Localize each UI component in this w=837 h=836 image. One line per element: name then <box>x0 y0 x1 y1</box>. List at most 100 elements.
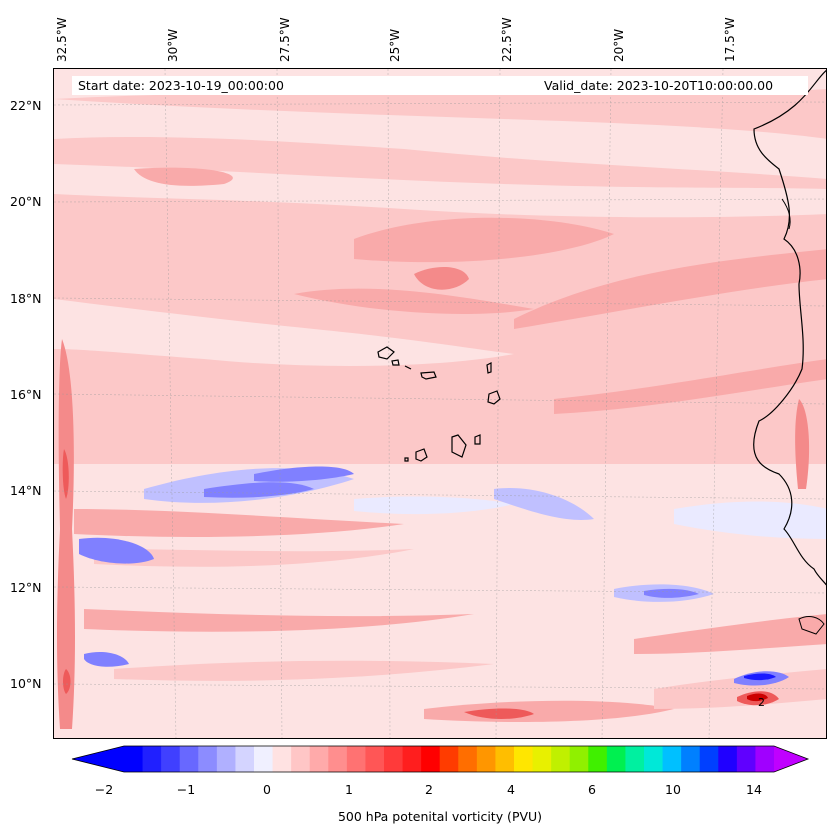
streak-1 <box>134 167 233 186</box>
lon-label-17-5w: 17.5°W <box>723 17 737 62</box>
colorbar-cell <box>476 746 496 772</box>
colorbar-under-arrow <box>72 746 124 772</box>
blue-streak-4-core <box>644 588 699 598</box>
colorbar-cell <box>718 746 738 772</box>
streak-core <box>414 267 469 290</box>
colorbar-cell <box>198 746 218 772</box>
colorbar-cell <box>551 746 571 772</box>
colorbar-cell <box>439 746 459 772</box>
colorbar-cell <box>142 746 162 772</box>
colorbar-cell <box>216 746 236 772</box>
low-streak-2 <box>94 549 414 567</box>
colorbar-cell <box>458 746 478 772</box>
cb-tick-1: 1 <box>345 782 353 797</box>
blue-streak-5 <box>84 652 129 667</box>
colorbar-cell <box>254 746 274 772</box>
colorbar-cell <box>588 746 608 772</box>
cb-tick-14: 14 <box>746 782 762 797</box>
colorbar-cell <box>402 746 422 772</box>
blue-streak-1-core-2 <box>254 466 354 482</box>
colorbar-cell <box>736 746 756 772</box>
colorbar-cell <box>662 746 682 772</box>
colorbar-over-arrow <box>774 746 808 772</box>
lat-label-20n: 20°N <box>10 194 42 209</box>
lon-label-27-5w: 27.5°W <box>278 17 292 62</box>
blue-feature-core <box>744 673 776 681</box>
lon-label-32-5w: 32.5°W <box>55 17 69 62</box>
colorbar-cell <box>514 746 534 772</box>
contour-label: 2 <box>758 696 765 709</box>
coast-islands <box>798 616 825 635</box>
left-edge-core-2 <box>63 669 71 694</box>
colorbar <box>71 745 810 773</box>
cb-tick-neg1: −1 <box>176 782 196 797</box>
cb-tick-neg2: −2 <box>94 782 114 797</box>
cb-tick-10: 10 <box>665 782 681 797</box>
streak-4 <box>514 249 826 329</box>
left-edge-column <box>57 339 75 729</box>
date-info-bar: Start date: 2023-10-19_00:00:00 Valid_da… <box>72 76 808 95</box>
blue-streak-1-core <box>204 482 314 498</box>
colorbar-cell <box>124 746 144 772</box>
colorbar-cell <box>569 746 589 772</box>
streak-2 <box>354 217 614 263</box>
colorbar-cell <box>309 746 329 772</box>
colorbar-cell <box>532 746 552 772</box>
colorbar-cell <box>644 746 664 772</box>
colorbar-cell <box>365 746 385 772</box>
lon-label-25w: 25°W <box>388 28 402 62</box>
colorbar-cell <box>606 746 626 772</box>
right-edge-column <box>795 399 810 489</box>
red-feature-core <box>747 693 768 702</box>
colorbar-cell <box>272 746 292 772</box>
lavender-band-2 <box>674 501 826 539</box>
band-mid-light <box>54 299 514 366</box>
colorbar-cell <box>235 746 255 772</box>
cb-tick-6: 6 <box>588 782 596 797</box>
coastline-detail <box>781 198 791 230</box>
valid-date: Valid_date: 2023-10-20T10:00:00.00 <box>544 78 774 93</box>
colorbar-cell <box>681 746 701 772</box>
cb-tick-0: 0 <box>263 782 271 797</box>
lon-label-30w: 30°W <box>166 28 180 62</box>
colorbar-title: 500 hPa potenital vorticity (PVU) <box>337 809 543 824</box>
lat-label-10n: 10°N <box>10 676 42 691</box>
lat-label-22n: 22°N <box>10 98 42 113</box>
lavender-band-1 <box>354 496 514 515</box>
streak-3 <box>294 288 534 314</box>
lat-label-14n: 14°N <box>10 483 42 498</box>
cape-verde-islands <box>377 346 501 462</box>
colorbar-outline <box>71 745 810 773</box>
gridlines <box>54 69 826 738</box>
band-upper-light <box>54 99 826 179</box>
cb-tick-2: 2 <box>425 782 433 797</box>
lat-label-16n: 16°N <box>10 387 42 402</box>
lon-label-22-5w: 22.5°W <box>500 17 514 62</box>
lon-label-20w: 20°W <box>612 28 626 62</box>
pv-contour-field: 2 <box>54 69 826 738</box>
colorbar-cell <box>495 746 515 772</box>
colorbar-cell <box>328 746 348 772</box>
colorbar-cell <box>755 746 775 772</box>
colorbar-cell <box>421 746 441 772</box>
low-streak-3 <box>84 609 474 632</box>
band-mid <box>54 369 826 469</box>
colorbar-cell <box>699 746 719 772</box>
streak-5 <box>554 359 826 414</box>
low-streak-6 <box>634 614 826 654</box>
colorbar-cell <box>291 746 311 772</box>
low-streak-4 <box>114 660 494 681</box>
coastline <box>753 69 826 586</box>
pv-map: 2 <box>53 68 827 739</box>
blue-streak-2 <box>79 537 154 564</box>
colorbar-cell <box>384 746 404 772</box>
lat-label-18n: 18°N <box>10 291 42 306</box>
colorbar-cell <box>161 746 181 772</box>
low-streak-core <box>464 708 534 720</box>
colorbar-cell <box>179 746 199 772</box>
band-upper-light-2 <box>54 164 826 218</box>
colorbar-cell <box>346 746 366 772</box>
lat-label-12n: 12°N <box>10 580 42 595</box>
cb-tick-4: 4 <box>507 782 515 797</box>
low-streak-1 <box>74 509 404 537</box>
